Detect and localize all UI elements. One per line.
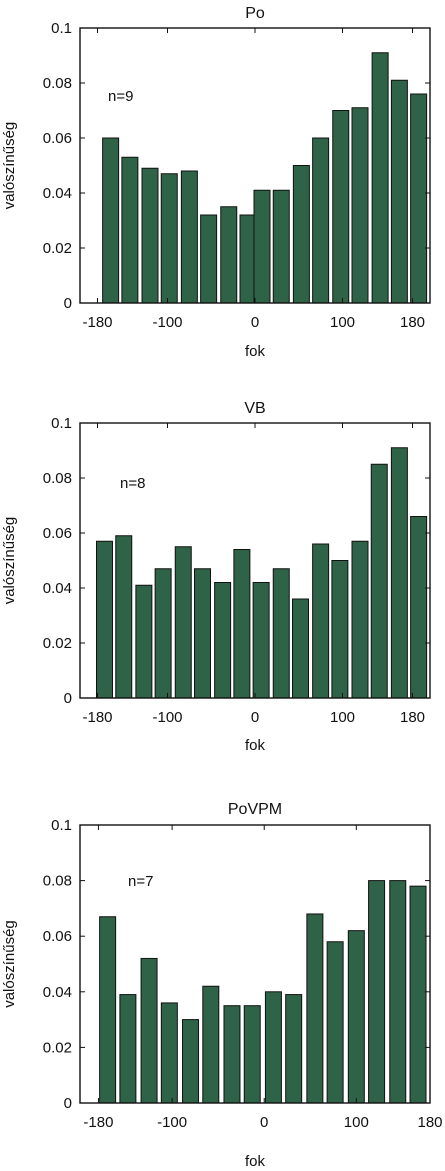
chart3-bar [326,941,344,1104]
chart1-title: Po [245,5,265,22]
chart2-ytick-label: 0 [64,690,72,707]
chart2-bar [370,463,388,699]
chart2-ytick-label: 0.08 [43,470,72,487]
chart1-bar [102,137,120,304]
chart2-xlabel: fok [245,737,266,754]
chart3-bar [264,991,282,1104]
chart3-xtick-label: -180 [83,1114,113,1131]
chart2-ylabel: valószínűség [1,517,18,605]
chart1-xtick-label: 0 [251,314,259,331]
chart3-bar [285,994,303,1104]
chart2-xtick-label: -100 [152,709,182,726]
chart3-bar [409,885,427,1104]
chart1-xlabel: fok [245,343,266,360]
chart1-ytick-label: 0.1 [51,20,72,37]
chart1-bar [292,165,310,304]
chart2-bar [292,598,309,699]
chart1-xtick-label: 180 [400,314,425,331]
chart2-bar [331,560,349,699]
chart2-bar [135,584,153,699]
chart1-ylabel: valószínűség [1,122,18,210]
chart2-bar [351,540,369,699]
chart2-ytick-label: 0.04 [43,580,72,597]
chart2-xtick-label: 100 [330,709,355,726]
chart3-ytick-label: 0.04 [43,984,72,1001]
chart3-bar [223,1005,241,1104]
chart1-xtick-label: -100 [152,314,182,331]
chart3-xtick-label: 100 [344,1114,369,1131]
chart2-ytick-label: 0.02 [43,635,72,652]
chart1-bar [220,206,238,304]
chart1-bar [312,137,330,304]
chart2-bar [312,543,330,699]
chart3-ytick-label: 0 [64,1095,72,1112]
chart3-bar [306,913,324,1104]
chart2-xtick-label: 0 [251,709,259,726]
chart3-xtick-label: -100 [157,1114,187,1131]
chart2-title: VB [244,400,265,417]
chart2-bar [115,535,133,699]
chart2-bar [96,540,113,699]
chart2-ytick-label: 0.06 [43,525,72,542]
chart1-ytick-label: 0.08 [43,75,72,92]
chart3-bar [347,930,365,1104]
chart3-ytick-label: 0.02 [43,1039,72,1056]
chart3-bar [368,880,386,1104]
chart3-bar [99,916,117,1104]
chart2-bar [174,546,192,699]
chart1-bar [141,167,159,304]
chart2-bar [252,582,270,699]
chart3-bar [140,957,158,1104]
chart3-ytick-label: 0.06 [43,928,72,945]
chart1-bar [272,189,290,304]
chart2-bar [154,568,172,699]
chart1-bar [160,173,178,304]
chart3-xlabel: fok [245,1153,266,1170]
chart1-bar [332,110,350,304]
chart3-frame [79,824,431,1104]
chart2-bar [410,516,428,699]
chart2-bar [214,582,232,699]
chart1-xtick-label: 100 [330,314,355,331]
chart3-xtick-label: 180 [417,1114,442,1131]
chart2-annotation: n=8 [120,475,145,492]
chart3-title: PoVPM [228,801,282,818]
chart1-bar [371,52,389,304]
chart1-ytick-label: 0.06 [43,130,72,147]
chart1-ytick-label: 0.02 [43,240,72,257]
chart3-bar [182,1019,200,1104]
chart1-bar [410,93,428,304]
chart3-bar [202,985,220,1104]
chart1-ytick-label: 0.04 [43,185,72,202]
chart1-bar [390,79,408,304]
chart3-annotation: n=7 [128,873,153,890]
chart3-xtick-label: 0 [260,1114,268,1131]
chart2-bar [194,568,211,699]
chart2-bar [272,568,290,699]
chart3-ylabel: valószínűség [1,920,18,1008]
chart2-xtick-label: 180 [400,709,425,726]
chart1-ytick-label: 0 [64,295,72,312]
chart1-xtick-label: -180 [82,314,112,331]
chart2-bar [390,447,408,699]
chart1-bar [253,189,271,304]
chart3-bar [119,994,137,1104]
chart3-ytick-label: 0.08 [43,873,72,890]
chart3-bar [243,1005,261,1104]
chart2-bar [233,549,251,699]
chart3-bar [389,880,407,1104]
chart3-ytick-label: 0.1 [51,817,72,834]
chart1-bar [351,107,369,304]
chart1-annotation: n=9 [108,88,133,105]
chart1-bar [180,170,198,304]
chart1-bar [121,156,139,304]
chart2-xtick-label: -180 [82,709,112,726]
chart3-bar [160,1002,178,1104]
chart2-ytick-label: 0.1 [51,415,72,432]
chart1-bar [200,214,218,304]
